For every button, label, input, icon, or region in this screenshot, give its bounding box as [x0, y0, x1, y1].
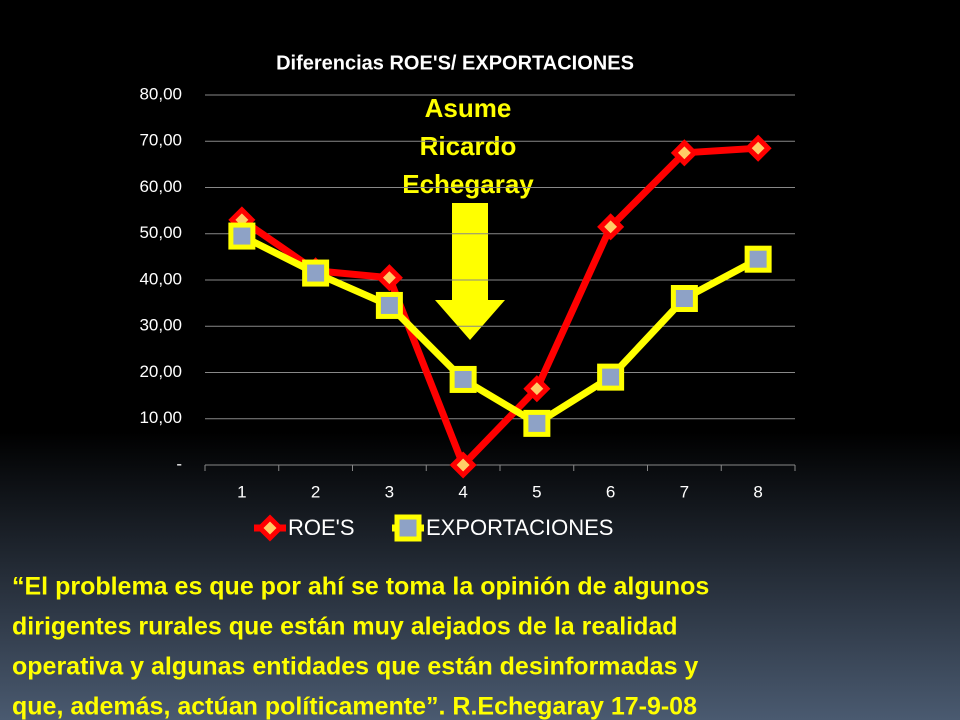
- x-tick-label: 4: [458, 482, 467, 501]
- annotation: Asume Ricardo Echegaray: [402, 93, 534, 199]
- y-tick-label: 10,00: [139, 408, 182, 427]
- legend-marker: [256, 514, 284, 542]
- y-tick-label: 20,00: [139, 362, 182, 381]
- x-tick-label: 7: [680, 482, 689, 501]
- annotation-line: Ricardo: [420, 131, 517, 161]
- x-tick-label: 5: [532, 482, 541, 501]
- quote-line: dirigentes rurales que están muy alejado…: [12, 613, 678, 641]
- y-tick-label: 80,00: [139, 84, 182, 103]
- x-tick-label: 1: [237, 482, 246, 501]
- legend-label: EXPORTACIONES: [426, 515, 613, 540]
- y-tick-label: 70,00: [139, 131, 182, 150]
- chart-title: Diferencias ROE'S/ EXPORTACIONES: [276, 52, 634, 74]
- data-point: [449, 451, 477, 479]
- x-tick-label: 3: [385, 482, 394, 501]
- y-tick-label: 60,00: [139, 177, 182, 196]
- quote-line: que, además, actúan políticamente”. R.Ec…: [12, 693, 697, 720]
- quote-line: operativa y algunas entidades que están …: [12, 653, 698, 681]
- annotation-line: Asume: [425, 93, 512, 123]
- legend-marker: [394, 514, 422, 542]
- y-tick-label: 30,00: [139, 316, 182, 335]
- legend-label: ROE'S: [288, 515, 355, 540]
- data-point: [228, 222, 256, 250]
- x-tick-label: 2: [311, 482, 320, 501]
- data-point: [597, 213, 625, 241]
- y-tick-label: -: [176, 454, 182, 473]
- data-point: [597, 363, 625, 391]
- data-point: [449, 365, 477, 393]
- arrow: [435, 203, 505, 340]
- quote: “El problema es que por ahí se toma la o…: [12, 573, 709, 720]
- annotation-line: Echegaray: [402, 169, 534, 199]
- data-point: [375, 291, 403, 319]
- data-point: [744, 134, 772, 162]
- data-point: [670, 139, 698, 167]
- x-tick-label: 8: [753, 482, 762, 501]
- data-point: [744, 245, 772, 273]
- quote-line: “El problema es que por ahí se toma la o…: [12, 573, 709, 601]
- data-point: [302, 259, 330, 287]
- x-tick-label: 6: [606, 482, 615, 501]
- y-tick-label: 40,00: [139, 269, 182, 288]
- y-tick-label: 50,00: [139, 223, 182, 242]
- data-point: [523, 375, 551, 403]
- data-point: [375, 264, 403, 292]
- data-point: [523, 409, 551, 437]
- data-point: [670, 285, 698, 312]
